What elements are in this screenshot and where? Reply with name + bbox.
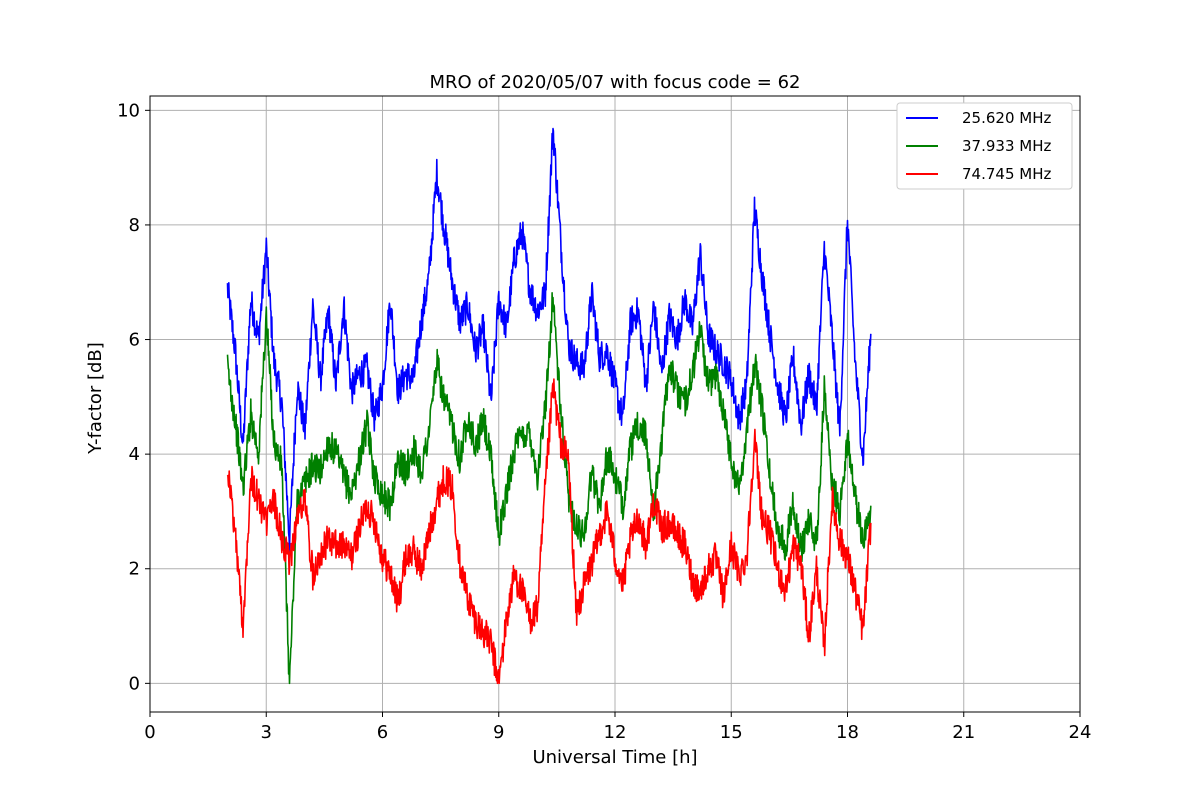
x-axis: 0 3 6 9 12 15 18 21 24 [144, 712, 1091, 743]
series-line-25-620 [226, 127, 872, 553]
y-tick-label: 8 [129, 215, 140, 236]
y-tick-label: 4 [129, 444, 140, 465]
x-tick-label: 3 [261, 722, 272, 743]
x-tick-label: 6 [377, 722, 388, 743]
x-tick-label: 21 [952, 722, 975, 743]
series-line-74-745 [226, 378, 872, 685]
x-tick-label: 18 [836, 722, 859, 743]
y-tick-label: 6 [129, 330, 140, 351]
x-axis-label: Universal Time [h] [532, 747, 697, 768]
legend: 25.620 MHz 37.933 MHz 74.745 MHz [896, 102, 1073, 190]
x-tick-label: 9 [493, 722, 504, 743]
x-tick-label: 24 [1069, 722, 1092, 743]
y-tick-label: 10 [117, 100, 140, 121]
series-group [226, 127, 872, 685]
legend-label-37-933: 37.933 MHz [962, 137, 1051, 155]
y-tick-label: 0 [129, 673, 140, 694]
y-axis-label: Y-factor [dB] [85, 342, 106, 455]
legend-label-25-620: 25.620 MHz [962, 109, 1051, 127]
legend-box [896, 102, 1073, 190]
x-tick-label: 0 [144, 722, 155, 743]
legend-label-74-745: 74.745 MHz [962, 165, 1051, 183]
y-axis: 0 2 4 6 8 10 [117, 100, 150, 694]
series-line-37-933 [226, 292, 872, 685]
x-tick-label: 12 [604, 722, 627, 743]
y-tick-label: 2 [129, 559, 140, 580]
chart-title: MRO of 2020/05/07 with focus code = 62 [430, 72, 801, 93]
x-tick-label: 15 [720, 722, 743, 743]
